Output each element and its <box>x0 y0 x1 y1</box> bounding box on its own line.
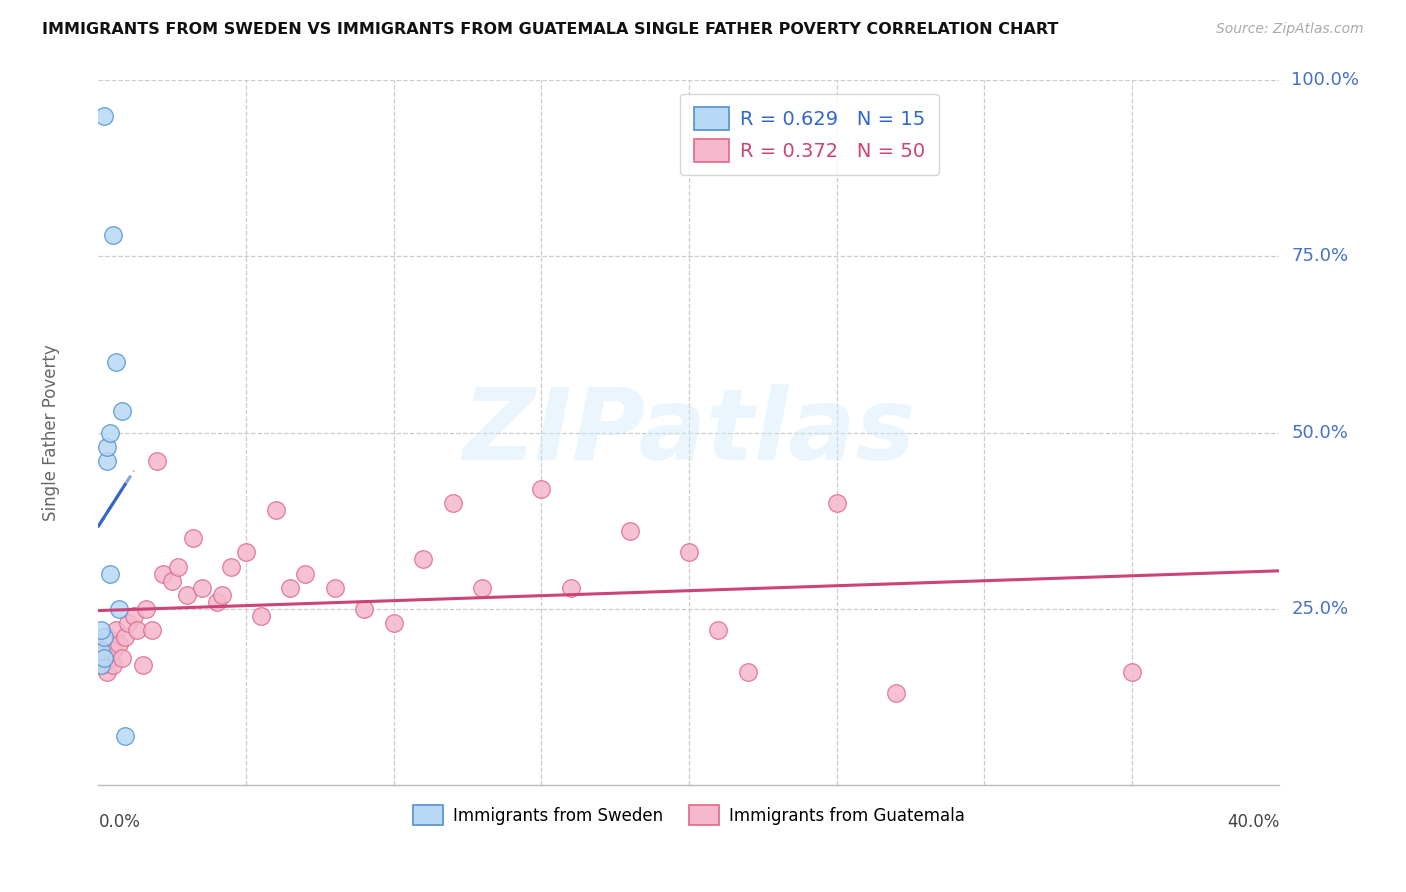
Point <box>678 545 700 559</box>
Point <box>825 496 848 510</box>
Point <box>103 658 125 673</box>
Point <box>167 559 190 574</box>
Point <box>619 524 641 539</box>
Point <box>250 608 273 623</box>
Point <box>264 503 287 517</box>
Point <box>90 651 112 665</box>
Point <box>211 588 233 602</box>
Point <box>98 637 121 651</box>
Point <box>111 651 134 665</box>
Point <box>111 404 134 418</box>
Text: 75.0%: 75.0% <box>1291 247 1348 266</box>
Text: Single Father Poverty: Single Father Poverty <box>42 344 60 521</box>
Point <box>382 615 405 630</box>
Point <box>96 440 118 454</box>
Point <box>294 566 316 581</box>
Text: Source: ZipAtlas.com: Source: ZipAtlas.com <box>1216 22 1364 37</box>
Point <box>280 581 302 595</box>
Text: 50.0%: 50.0% <box>1291 424 1348 442</box>
Point <box>108 637 131 651</box>
Point <box>93 651 115 665</box>
Point <box>884 686 907 700</box>
Point <box>323 581 346 595</box>
Point <box>181 532 204 546</box>
Point <box>191 581 214 595</box>
Point <box>125 623 148 637</box>
Text: IMMIGRANTS FROM SWEDEN VS IMMIGRANTS FROM GUATEMALA SINGLE FATHER POVERTY CORREL: IMMIGRANTS FROM SWEDEN VS IMMIGRANTS FRO… <box>42 22 1059 37</box>
Point <box>114 729 136 743</box>
Point <box>530 482 553 496</box>
Point <box>90 658 112 673</box>
Point <box>135 601 157 615</box>
Point <box>105 623 128 637</box>
Point <box>141 623 163 637</box>
Point <box>98 566 121 581</box>
Point <box>737 665 759 680</box>
Point <box>560 581 582 595</box>
Point <box>96 630 118 644</box>
Point <box>114 630 136 644</box>
Point <box>93 109 115 123</box>
Point <box>132 658 155 673</box>
Point <box>103 228 125 243</box>
Point <box>162 574 183 588</box>
Point <box>105 355 128 369</box>
Point <box>221 559 243 574</box>
Point <box>96 665 118 680</box>
Point <box>122 608 145 623</box>
Point <box>93 644 115 658</box>
Point <box>108 601 131 615</box>
Point <box>707 623 730 637</box>
Point <box>90 637 112 651</box>
Point <box>471 581 494 595</box>
Text: 40.0%: 40.0% <box>1227 814 1279 831</box>
Point <box>441 496 464 510</box>
Legend: Immigrants from Sweden, Immigrants from Guatemala: Immigrants from Sweden, Immigrants from … <box>405 797 973 833</box>
Point <box>98 425 121 440</box>
Point <box>176 588 198 602</box>
Text: 100.0%: 100.0% <box>1291 71 1360 89</box>
Point <box>117 615 139 630</box>
Point <box>235 545 257 559</box>
Point <box>96 454 118 468</box>
Point <box>93 630 115 644</box>
Point <box>90 623 112 637</box>
Point <box>103 644 125 658</box>
Point <box>146 454 169 468</box>
Text: ZIPatlas: ZIPatlas <box>463 384 915 481</box>
Text: 0.0%: 0.0% <box>98 814 141 831</box>
Point <box>1121 665 1143 680</box>
Point <box>93 658 115 673</box>
Point <box>412 552 434 566</box>
Point <box>353 601 375 615</box>
Point <box>205 595 228 609</box>
Point <box>98 651 121 665</box>
Text: 25.0%: 25.0% <box>1291 599 1348 618</box>
Point <box>90 644 112 658</box>
Point <box>152 566 174 581</box>
